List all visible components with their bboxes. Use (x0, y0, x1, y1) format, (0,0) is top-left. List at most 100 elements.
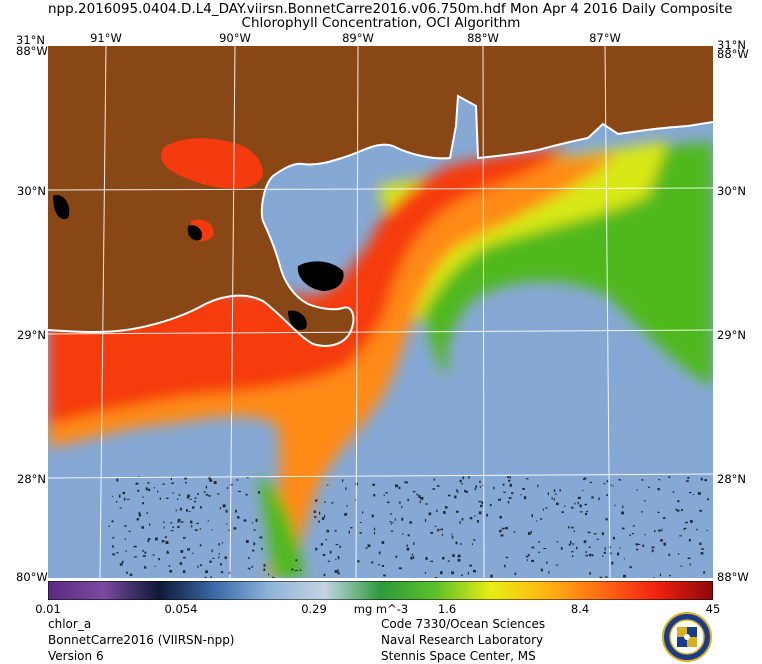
noise-pixel (371, 514, 374, 518)
noise-pixel (570, 540, 572, 544)
noise-pixel (657, 488, 660, 491)
noise-pixel (493, 486, 495, 490)
noise-pixel (133, 556, 137, 558)
noise-pixel (228, 529, 230, 531)
noise-pixel (253, 542, 256, 546)
noise-pixel (540, 568, 543, 572)
noise-pixel (263, 564, 266, 567)
noise-pixel (527, 554, 530, 556)
noise-pixel (116, 501, 118, 503)
noise-pixel (112, 537, 115, 539)
noise-pixel (377, 564, 380, 566)
noise-pixel (338, 556, 340, 560)
noise-pixel (144, 551, 147, 554)
noise-pixel (395, 555, 398, 558)
noise-pixel (596, 538, 599, 540)
noise-pixel (585, 554, 589, 557)
noise-pixel (142, 496, 144, 498)
colorbar-tick-4: 8.4 (570, 602, 590, 616)
noise-pixel (555, 564, 559, 566)
noise-pixel (381, 541, 385, 544)
noise-pixel (467, 571, 469, 575)
noise-pixel (169, 570, 173, 573)
noise-pixel (197, 565, 199, 568)
noise-pixel (335, 544, 339, 546)
noise-pixel (320, 543, 323, 546)
noise-pixel (179, 507, 182, 511)
noise-pixel (469, 517, 473, 520)
corner-label-bl: 80°W (16, 570, 48, 584)
noise-pixel (528, 532, 531, 535)
noise-pixel (419, 500, 421, 504)
noise-pixel (564, 505, 566, 507)
noise-pixel (622, 505, 624, 509)
noise-pixel (473, 569, 476, 573)
noise-pixel (337, 569, 339, 573)
noise-pixel (657, 511, 660, 514)
noise-pixel (145, 487, 148, 491)
noise-pixel (249, 568, 251, 570)
noise-pixel (584, 503, 588, 506)
noise-pixel (700, 552, 704, 555)
noise-pixel (583, 477, 587, 480)
noise-pixel (342, 479, 344, 482)
noise-pixel (123, 497, 126, 501)
noise-pixel (505, 556, 509, 559)
noise-pixel (701, 548, 704, 550)
noise-pixel (163, 526, 165, 529)
noise-pixel (392, 522, 394, 524)
noise-pixel (154, 565, 156, 567)
noise-pixel (413, 542, 415, 545)
chlorophyll-map (48, 46, 713, 578)
noise-pixel (319, 511, 321, 515)
noise-pixel (662, 517, 666, 519)
noise-pixel (499, 515, 502, 519)
noise-pixel (128, 530, 131, 532)
noise-pixel (703, 571, 706, 574)
noise-pixel (543, 548, 547, 549)
noise-pixel (522, 487, 525, 490)
noise-pixel (509, 483, 512, 487)
footer-product: chlor_a (48, 617, 92, 631)
noise-pixel (199, 528, 201, 530)
noise-pixel (299, 569, 302, 571)
noise-pixel (251, 566, 254, 568)
noise-pixel (180, 521, 184, 523)
noise-pixel (585, 551, 587, 554)
noise-pixel (218, 553, 220, 555)
noise-pixel (468, 476, 470, 479)
noise-pixel (486, 513, 488, 517)
lat-label-29n-right: 29°N (717, 328, 746, 342)
noise-pixel (220, 563, 223, 566)
noise-pixel (326, 484, 329, 486)
noise-pixel (191, 552, 194, 554)
noise-pixel (479, 480, 481, 483)
noise-pixel (479, 486, 481, 488)
noise-pixel (329, 550, 332, 554)
noise-pixel (507, 501, 510, 504)
noise-pixel (641, 511, 643, 513)
noise-pixel (295, 559, 298, 562)
noise-pixel (162, 483, 166, 485)
noise-pixel (209, 479, 213, 482)
noise-pixel (238, 490, 241, 493)
noise-pixel (571, 543, 575, 545)
noise-pixel (172, 526, 175, 528)
noise-pixel (605, 518, 608, 521)
noise-pixel (461, 574, 463, 577)
noise-pixel (447, 494, 451, 497)
noise-pixel (122, 491, 125, 495)
noise-pixel (339, 545, 341, 548)
noise-pixel (507, 476, 510, 478)
noise-pixel (685, 480, 689, 482)
noise-pixel (699, 509, 703, 512)
noise-pixel (537, 484, 539, 488)
noise-pixel (632, 525, 635, 527)
noise-pixel (187, 494, 190, 498)
noise-pixel (348, 530, 350, 534)
noise-pixel (579, 511, 583, 513)
noise-pixel (152, 554, 155, 556)
noise-pixel (335, 558, 337, 561)
noise-pixel (454, 495, 457, 499)
noise-pixel (165, 541, 169, 544)
